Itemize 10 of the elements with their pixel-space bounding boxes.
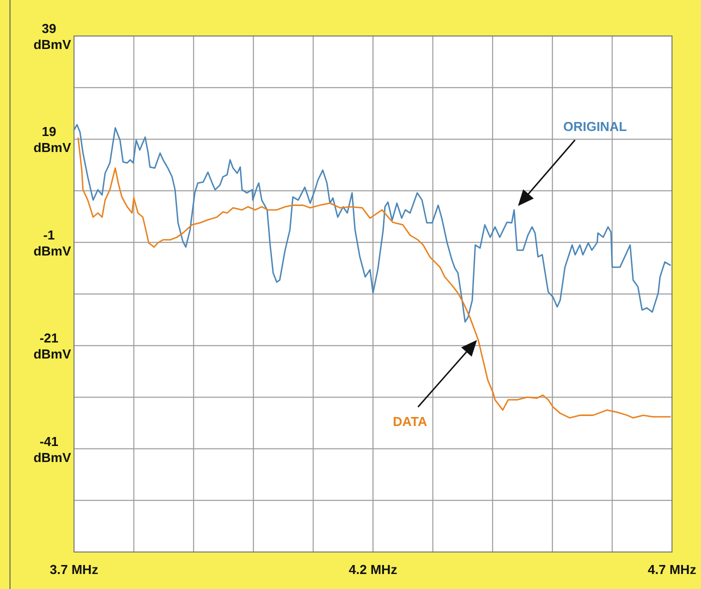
y-tick-label: -41 dBmV: [33, 434, 72, 465]
y-tick-label: 39 dBmV: [33, 21, 72, 52]
y-tick-label: -21 dBmV: [33, 330, 72, 362]
line-series: [77, 137, 671, 419]
y-tick-label: -1 dBmV: [33, 227, 72, 258]
y-tick-label: 19 dBmV: [33, 124, 72, 156]
x-tick-label: 4.7 MHz: [648, 562, 697, 577]
x-tick-label: 3.7 MHz: [50, 562, 99, 577]
text: DATA: [392, 414, 428, 429]
x-tick-label: 4.2 MHz: [348, 562, 398, 577]
